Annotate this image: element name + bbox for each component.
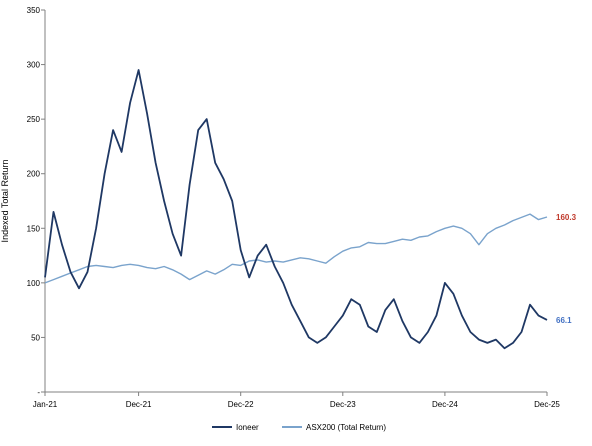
y-tick-label: 100 — [27, 279, 41, 288]
y-tick-label: 200 — [27, 170, 41, 179]
end-label-ioneer: 66.1 — [556, 316, 572, 325]
series-line-ioneer — [44, 69, 548, 350]
y-tick-label: - — [37, 388, 40, 397]
y-tick-label: 250 — [27, 115, 41, 124]
series-line-asx200 — [44, 213, 548, 284]
y-axis-title: Indexed Total Return — [0, 160, 10, 243]
y-tick-label: 50 — [31, 333, 40, 342]
axes — [44, 10, 547, 393]
x-tick-label: Dec-24 — [432, 400, 458, 409]
x-tick-label: Dec-25 — [534, 400, 560, 409]
x-tick-label: Dec-21 — [126, 400, 152, 409]
x-tick-label: Jan-21 — [33, 400, 58, 409]
y-tick-labels: - 50 100 150 200 250 300 350 — [27, 6, 45, 397]
x-tick-label: Dec-23 — [330, 400, 356, 409]
end-label-asx200: 160.3 — [556, 213, 577, 222]
y-tick-label: 150 — [27, 224, 41, 233]
legend: Ioneer ASX200 (Total Return) — [212, 423, 386, 432]
y-tick-label: 300 — [27, 61, 41, 70]
x-tick-labels: Jan-21 Dec-21 Dec-22 Dec-23 Dec-24 Dec-25 — [33, 392, 560, 409]
series-lines — [44, 69, 548, 350]
x-tick-label: Dec-22 — [228, 400, 254, 409]
y-tick-label: 350 — [27, 6, 41, 15]
legend-label: ASX200 (Total Return) — [306, 423, 386, 432]
legend-label: Ioneer — [236, 423, 259, 432]
end-value-labels: 66.1 160.3 — [556, 213, 577, 325]
